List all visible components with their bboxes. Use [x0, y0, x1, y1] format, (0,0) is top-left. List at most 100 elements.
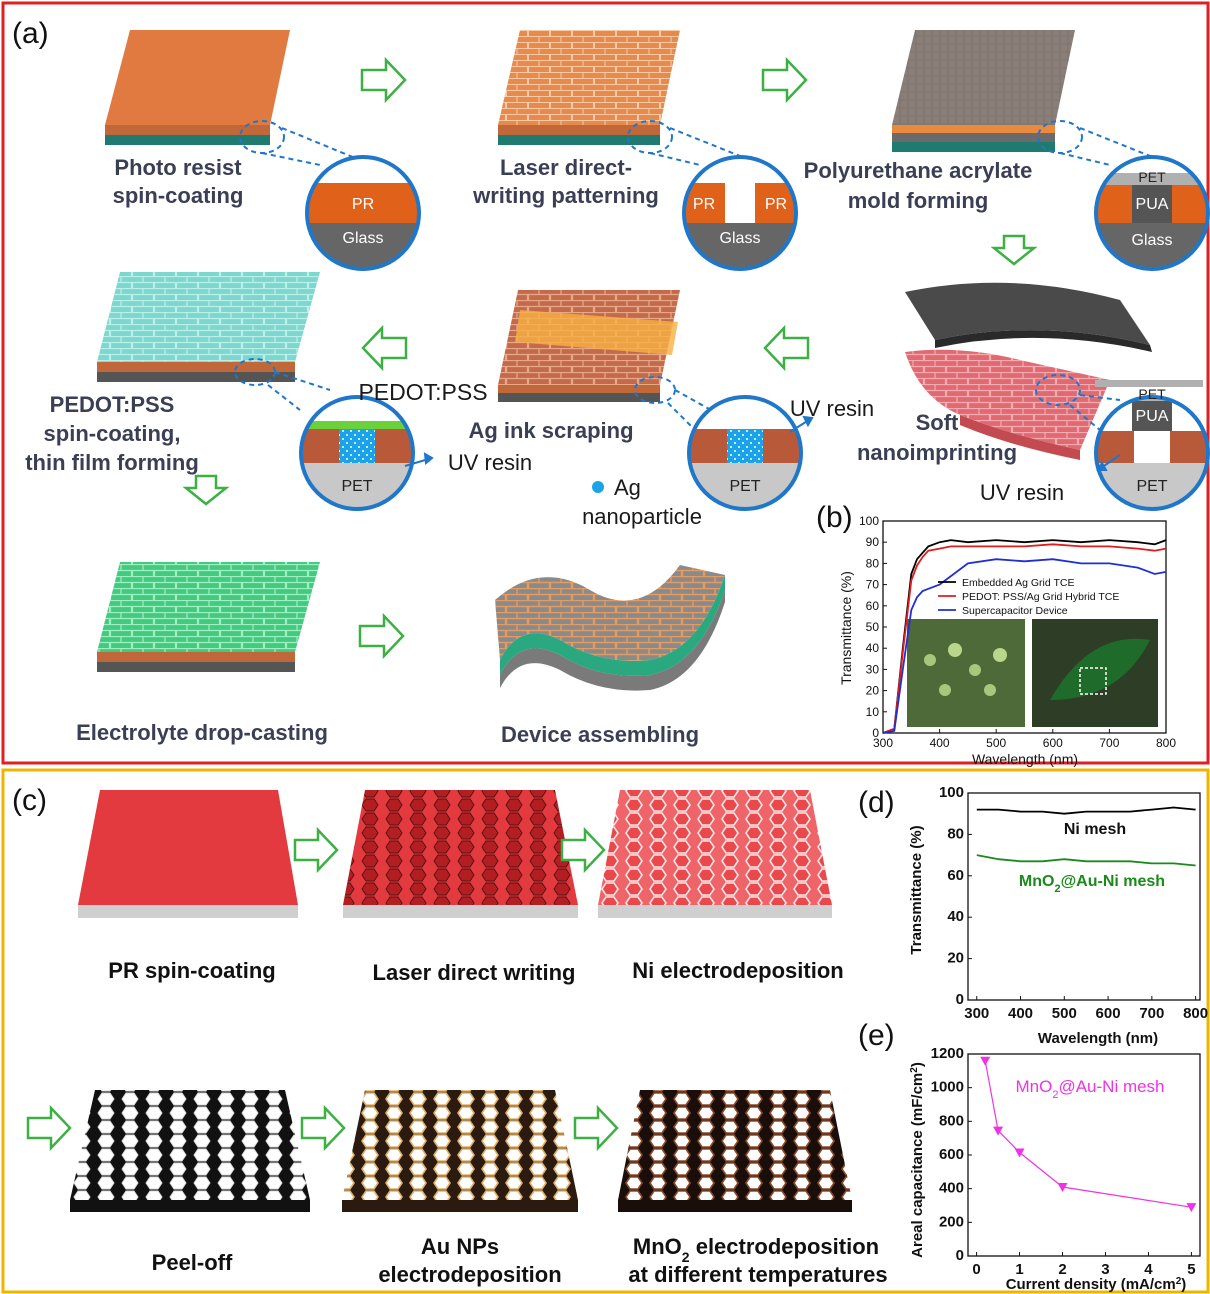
chart-d-series-0-line [976, 806, 1196, 815]
step-label-photoresist-2: spin-coating [113, 183, 244, 208]
chart-e-series-0-point [1186, 1203, 1197, 1213]
chart-d-annotation-ni: Ni mesh [1064, 821, 1126, 838]
chart-b-photo-insets [907, 619, 1158, 727]
step-label-mno2-1: MnO2 electrodeposition [633, 1234, 879, 1265]
chart-d-xtick-label: 500 [1052, 1005, 1077, 1022]
arrow-right-c2 [560, 826, 606, 874]
chart-e-ytick-label: 400 [939, 1180, 964, 1197]
chart-e: 0 1 2 3 4 5 0 200 400 600 800 1000 1200 [931, 1045, 1201, 1278]
callout-uv-resin-2: UV resin [790, 396, 874, 421]
step-label-soft-2: nanoimprinting [857, 440, 1017, 465]
process-arrows-a [182, 56, 1038, 660]
chart-b-series-2-line [882, 558, 1167, 734]
chart-b-ytick-label: 0 [872, 726, 879, 740]
chart-e-series-0-point [980, 1056, 991, 1066]
chart-b-series-1-line [882, 543, 1167, 734]
arrow-right-1 [360, 56, 407, 104]
chart-b-ytick-label: 20 [866, 684, 880, 698]
magnifier-nanoimprint: PET PUA PET [1094, 386, 1210, 511]
chart-e-ytick-label: 1200 [931, 1045, 964, 1062]
slab-nanoimprint [905, 282, 1152, 460]
step-label-au-1: Au NPs [421, 1234, 499, 1259]
slab-electrolyte [97, 562, 320, 672]
arrow-down-2 [182, 474, 230, 506]
chart-d-xtick-label: 800 [1183, 1005, 1208, 1022]
step-label-electrolyte: Electrolyte drop-casting [76, 720, 328, 745]
chart-e-ytick-label: 1000 [931, 1079, 964, 1096]
chart-b-ytick-label: 50 [866, 620, 880, 634]
chart-b-ytick-label: 60 [866, 599, 880, 613]
panel-a-border [1, 1, 1210, 765]
panel-label-d: (d) [858, 786, 895, 819]
chart-d-series-1-line [976, 854, 1196, 867]
step-label-pua-1: Polyurethane acrylate [804, 158, 1033, 183]
ag-nanoparticle-dot [592, 481, 604, 493]
step-label-pua-2: mold forming [848, 188, 989, 213]
arrow-right-c3 [26, 1104, 72, 1152]
chart-d-xtick-label: 400 [1008, 1005, 1033, 1022]
step-label-pr-spin: PR spin-coating [108, 958, 275, 983]
chart-b-legend-label-2: Supercapacitor Device [962, 605, 1068, 617]
legend-nanoparticle: nanoparticle [582, 504, 702, 529]
chart-e-ytick-label: 0 [956, 1247, 964, 1264]
chart-b-ylabel: Transmittance (%) [838, 571, 854, 685]
mesh-mno2 [618, 1090, 852, 1212]
pet-film-strip [1095, 380, 1203, 387]
inset-highlight-box [1079, 667, 1107, 695]
chart-e-series-0-point [1057, 1182, 1068, 1192]
chart-e-xlabel: Current density (mA/cm2) [1006, 1276, 1187, 1294]
uv-resin-pointers [404, 415, 1121, 471]
chart-d-ylabel: Transmittance (%) [908, 825, 925, 954]
magnifier-pedot: PET [299, 395, 415, 511]
label-pet: PET [729, 478, 760, 495]
callout-uv-resin-1: UV resin [448, 450, 532, 475]
chart-d-xtick-label: 700 [1139, 1005, 1164, 1022]
chart-e-ytick-label: 600 [939, 1146, 964, 1163]
callout-lines-row1 [239, 120, 1161, 166]
mesh-au-nps [342, 1090, 578, 1212]
chart-b-legend-label-0: Embedded Ag Grid TCE [962, 577, 1074, 589]
step-label-laser-write: Laser direct writing [373, 960, 576, 985]
step-label-laser-2: writing patterning [472, 183, 659, 208]
label-pet: PET [1138, 386, 1166, 402]
chart-b-legend-label-1: PEDOT: PSS/Ag Grid Hybrid TCE [962, 591, 1119, 603]
sheet-laser-hex [343, 790, 578, 918]
chart-b-ytick-label: 100 [859, 514, 879, 528]
step-label-ni-electro: Ni electrodeposition [632, 958, 843, 983]
chart-b-ytick-label: 80 [866, 556, 880, 570]
label-glass: Glass [720, 230, 761, 247]
chart-e-series-0-point [993, 1126, 1004, 1136]
chart-d-frame [967, 792, 1201, 1001]
arrow-down-1 [990, 234, 1038, 266]
callout-lines-row2 [234, 358, 1121, 431]
chart-d-xlabel: Wavelength (nm) [1038, 1030, 1158, 1047]
chart-b-ytick-label: 30 [866, 662, 880, 676]
sheet-pr-red [78, 790, 298, 918]
chart-b-xtick-label: 800 [1156, 736, 1176, 750]
step-label-photoresist-1: Photo resist [114, 155, 242, 180]
step-label-soft-1: Soft [916, 410, 959, 435]
chart-b: 300 400 500 600 700 800 0 10 20 30 40 50 60 70 80 90 100… [859, 514, 1176, 750]
chart-d-ytick-label: 0 [956, 991, 964, 1008]
label-pua: PUA [1136, 408, 1169, 425]
magnifier-pr-pattern: PR PR Glass [682, 155, 798, 271]
chart-e-ylabel: Areal capacitance (mF/cm2) [909, 1062, 927, 1258]
arrow-right-c4 [300, 1104, 346, 1152]
label-pr-right: PR [765, 196, 787, 213]
chart-b-xtick-label: 600 [1043, 736, 1063, 750]
mesh-peel-off [70, 1090, 310, 1212]
label-pet-base: PET [1136, 478, 1167, 495]
slab-ag-ink [498, 290, 680, 402]
chart-e-xtick-label: 0 [972, 1261, 980, 1278]
chart-d: 300 400 500 600 700 800 0 20 40 60 80 100 [939, 784, 1208, 1022]
slab-pua-mold [892, 30, 1075, 152]
arrow-right-c5 [573, 1104, 619, 1152]
slab-photoresist [105, 30, 290, 145]
magnifier-ag-ink: PET [687, 395, 803, 511]
chart-b-ytick-label: 40 [866, 641, 880, 655]
arrow-right-c1 [293, 826, 339, 874]
sheet-ni-hex [598, 790, 832, 918]
chart-e-xtick-label: 3 [1101, 1261, 1109, 1278]
arrow-right-2 [761, 56, 808, 104]
